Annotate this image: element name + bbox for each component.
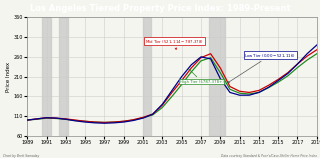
Bar — [59, 17, 68, 136]
Bar — [42, 17, 51, 136]
Bar — [209, 17, 225, 136]
Text: Data courtesy Standard & Poor's/Case-Shiller Home Price Index: Data courtesy Standard & Poor's/Case-Shi… — [221, 154, 317, 158]
Text: Los Angeles Tiered Property Price Index: 1989-Present: Los Angeles Tiered Property Price Index:… — [30, 4, 290, 13]
Text: High Tier ($787,378+): High Tier ($787,378+) — [180, 69, 224, 84]
Text: Low Tier ($0.00 - $521,116): Low Tier ($0.00 - $521,116) — [228, 52, 296, 83]
Bar — [143, 17, 151, 136]
Text: Chart by Brett Samaday: Chart by Brett Samaday — [3, 154, 39, 158]
Y-axis label: Price Index: Price Index — [6, 62, 11, 92]
Text: Mid Tier ($521,114 - $787,378): Mid Tier ($521,114 - $787,378) — [145, 38, 204, 49]
